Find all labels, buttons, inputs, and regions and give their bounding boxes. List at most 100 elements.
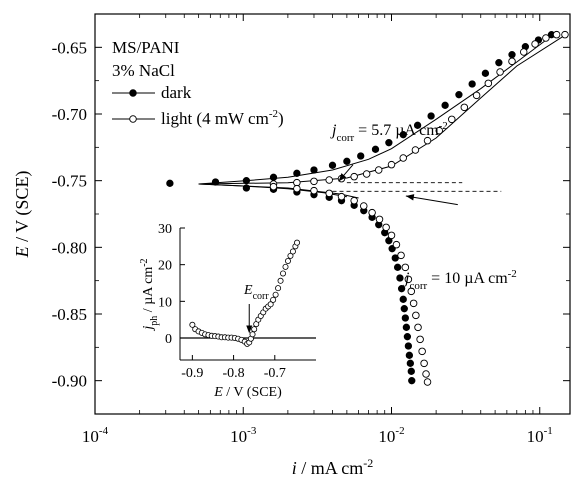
legend-label: light (4 mW cm-2): [161, 108, 284, 128]
light-data-point: [460, 103, 469, 112]
light-data-point: [472, 91, 481, 100]
x-axis-label: i / mA cm-2: [292, 456, 374, 478]
light-data-point: [561, 30, 569, 39]
inset-data-point: [277, 277, 284, 284]
inset-data-point: [270, 296, 277, 303]
y-tick-label: -0.85: [52, 305, 87, 324]
dark-data-point: [166, 179, 174, 187]
light-data-point: [350, 172, 358, 181]
light-data-point: [382, 223, 390, 232]
dark-data-point: [343, 157, 351, 165]
ecorr-annotation: Ecorr: [243, 283, 269, 302]
light-data-point: [325, 176, 333, 184]
sample-info-text: MS/PANI: [112, 38, 180, 57]
inset-y-tick-label: 10: [158, 295, 172, 310]
x-tick-label: 10-1: [527, 425, 553, 446]
inset-y-tick-label: 20: [158, 259, 172, 274]
inset-data-point: [289, 248, 296, 255]
inset-y-tick-label: 30: [158, 222, 172, 237]
dark-data-point: [401, 314, 409, 322]
jcorr-dark-annotation: jcorr = 5.7 µA cm-2: [330, 120, 448, 144]
y-tick-label: -0.70: [52, 105, 87, 124]
y-tick-label: -0.80: [52, 238, 87, 257]
y-tick-label: -0.75: [52, 172, 87, 191]
light-data-point: [416, 335, 424, 344]
dark-data-point: [399, 295, 407, 303]
dark-data-point: [495, 59, 503, 67]
light-data-point: [375, 215, 384, 224]
light-data-point: [519, 48, 528, 56]
light-data-point: [531, 40, 539, 48]
dark-data-point: [242, 177, 251, 185]
dark-data-point: [396, 274, 404, 282]
dark-data-point: [385, 139, 393, 147]
light-data-point: [360, 202, 368, 210]
dark-data-point: [408, 377, 416, 385]
jcorr-light-arrow: [405, 195, 458, 206]
dark-data-point: [405, 351, 414, 359]
inset-y-tick-label: 0: [165, 332, 172, 347]
dark-data-point: [403, 333, 412, 341]
light-data-point: [350, 196, 358, 205]
light-data-point: [401, 263, 410, 272]
dark-data-point: [413, 121, 422, 129]
inset-x-tick-label: -0.9: [181, 366, 203, 381]
light-data-point: [508, 57, 516, 66]
dark-data-point: [399, 131, 407, 139]
dark-data-point: [242, 184, 251, 192]
main-plot: 10-4 10-3 10-2 10-1-0.65-0.70-0.75-0.80-0.8…: [12, 13, 571, 478]
dark-data-point: [310, 166, 318, 174]
dark-data-point: [397, 285, 406, 293]
dark-data-point: [441, 101, 449, 109]
legend-label: dark: [161, 83, 192, 102]
inset-data-point: [284, 257, 291, 264]
dark-data-point: [402, 323, 411, 331]
inset-data-point: [275, 285, 282, 292]
light-data-point: [448, 115, 456, 124]
dark-data-point: [269, 173, 278, 181]
inset-data-point: [251, 326, 258, 333]
light-data-point: [310, 186, 318, 195]
x-tick-label: 10-2: [378, 425, 404, 446]
light-data-point: [310, 177, 318, 186]
y-tick-label: -0.65: [52, 38, 87, 57]
light-data-point: [392, 240, 401, 249]
inset-background: [140, 207, 330, 402]
light-data-point: [337, 192, 346, 201]
x-tick-label: 10-4: [82, 425, 109, 446]
dark-data-point: [328, 161, 337, 169]
light-data-point: [407, 287, 416, 296]
inset-data-point: [287, 252, 294, 259]
dark-data-point: [427, 112, 435, 120]
light-data-point: [412, 311, 420, 320]
light-data-point: [418, 347, 426, 356]
jcorr-light-arrow-head: [405, 194, 415, 201]
inset-x-tick-label: -0.8: [222, 366, 244, 381]
light-data-point: [387, 160, 396, 169]
inset-data-point: [294, 239, 301, 246]
light-data-point: [409, 299, 418, 308]
light-data-point: [552, 30, 561, 39]
light-data-point: [496, 68, 504, 76]
sample-info-text: 3% NaCl: [112, 61, 175, 80]
light-data-point: [387, 231, 396, 240]
dark-data-point: [357, 152, 365, 160]
inset-data-point: [280, 270, 287, 277]
light-data-point: [420, 359, 428, 368]
inset-x-tick-label: -0.7: [264, 366, 286, 381]
dark-data-point: [468, 80, 476, 88]
inset-data-point: [249, 331, 256, 338]
light-data-point: [397, 251, 405, 260]
light-data-point: [404, 275, 413, 284]
dark-data-point: [508, 51, 516, 59]
dark-data-point: [211, 178, 220, 186]
light-data-point: [423, 136, 432, 145]
y-axis-label: E / V (SCE): [12, 171, 33, 259]
light-data-point: [435, 126, 444, 135]
light-data-point: [399, 154, 407, 162]
light-data-point: [411, 146, 420, 154]
dark-data-point: [393, 263, 402, 271]
legend-marker: [129, 115, 137, 123]
light-data-point: [422, 370, 430, 378]
